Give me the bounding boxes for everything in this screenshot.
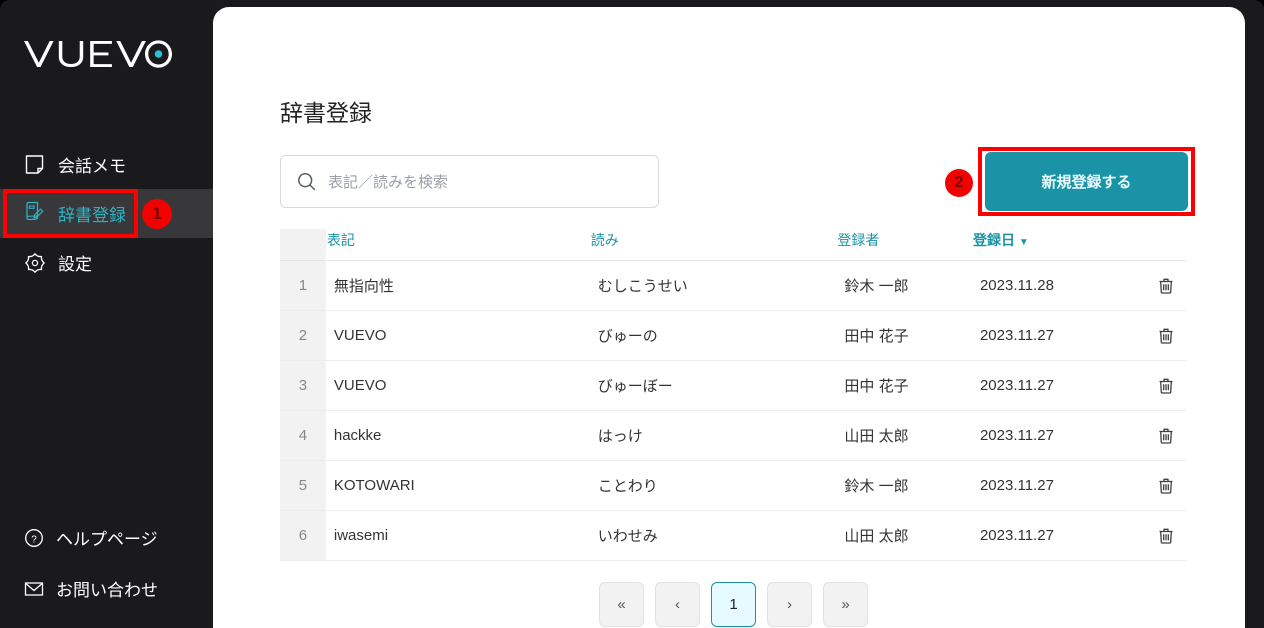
svg-text:?: ? (31, 534, 37, 545)
